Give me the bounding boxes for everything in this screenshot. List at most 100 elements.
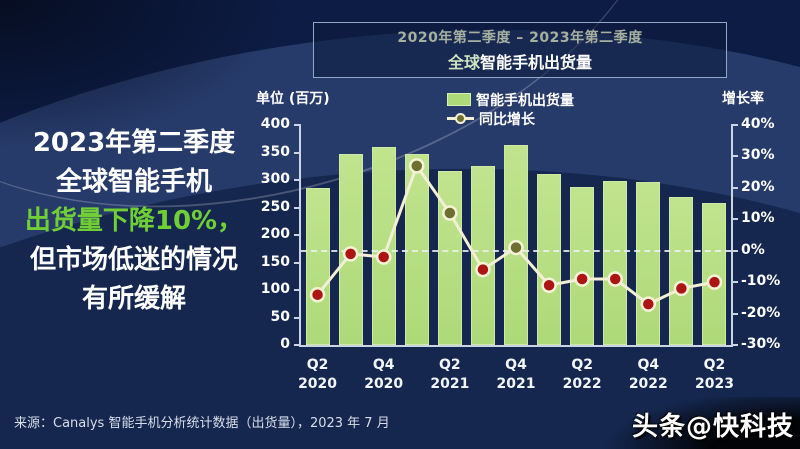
- chart-title-box: 2020年第二季度 – 2023年第二季度 全球智能手机出货量: [313, 22, 727, 78]
- x-axis-label-q4-2020: Q4 2020: [354, 356, 414, 394]
- right-axis-tick-mark: [731, 218, 738, 221]
- x-axis-labels: Q2 2020 Q4 2020 Q2 2021 Q4 2021 Q2 2022 Q4 2022 Q2 20…: [298, 352, 734, 394]
- plot-area: [294, 124, 738, 346]
- x-label-year: 2020: [298, 376, 338, 392]
- growth-line-layer: [309, 158, 723, 312]
- right-axis-tick--20: -20%: [741, 304, 781, 321]
- left-axis-tick-0: 0: [280, 336, 290, 352]
- left-axis-tick-150: 150: [260, 253, 290, 270]
- shipment-bar-q3-2022: [603, 181, 628, 345]
- left-axis-tick-mark: [294, 206, 301, 209]
- x-label-quarter: Q2: [571, 357, 593, 373]
- left-axis-tick-300: 300: [260, 171, 290, 187]
- growth-marker-q4-2022: [640, 296, 657, 312]
- x-axis-label-q4-2021: Q4 2021: [486, 356, 546, 394]
- headline-line: 有所缓解: [81, 284, 186, 314]
- right-axis-title: 增长率: [722, 91, 764, 107]
- x-label-quarter: Q4: [637, 357, 660, 373]
- growth-marker-q1-2021: [409, 158, 425, 174]
- right-axis-tick-labels: 40% 30% 20% 10% 0% -10% -20% -30%: [741, 116, 793, 352]
- shipment-bar-q2-2023: [702, 203, 727, 345]
- growth-marker-q4-2021: [508, 239, 524, 256]
- growth-marker-q1-2022: [541, 277, 557, 294]
- x-label-year: 2021: [430, 376, 470, 392]
- headline-line: 2023年第二季度: [32, 128, 236, 158]
- right-axis-tick-mark: [731, 344, 738, 346]
- left-axis-tick-200: 200: [260, 226, 290, 242]
- growth-marker-q3-2022: [607, 271, 623, 287]
- left-axis-tick-mark: [294, 316, 301, 319]
- shipment-bar-q2-2022: [570, 187, 595, 345]
- left-axis-unit-label: 单位 (百万): [256, 91, 330, 107]
- watermark-text: 头条@快科技: [631, 412, 794, 442]
- x-label-year: 2021: [496, 376, 536, 392]
- x-label-year: 2022: [562, 376, 602, 392]
- x-axis-line: [299, 345, 733, 347]
- x-label-quarter: Q2: [306, 357, 329, 373]
- right-axis-tick-mark: [731, 155, 738, 158]
- left-axis-tick-mark: [294, 261, 301, 264]
- legend-growth-label: 同比增长: [479, 111, 535, 128]
- x-label-quarter: Q4: [505, 357, 527, 373]
- x-axis-label-q2-2020: Q2 2020: [288, 356, 348, 394]
- x-label-year: 2020: [364, 376, 404, 392]
- chart-title-text: 智能手机出货量: [480, 53, 593, 72]
- shipment-bar-q4-2022: [636, 181, 661, 345]
- right-axis-tick--30: -30%: [741, 336, 781, 352]
- left-axis-tick-mark: [294, 234, 301, 236]
- shipment-bar-q1-2023: [669, 196, 694, 345]
- right-axis-line: [731, 125, 733, 346]
- left-axis-tick-mark: [294, 151, 301, 154]
- right-axis-tick-10: 10%: [741, 210, 775, 227]
- headline-line: 出货量下降10%，: [24, 206, 244, 236]
- right-axis-tick-0: 0%: [741, 241, 765, 258]
- chart-legend: 智能手机出货量 同比增长: [447, 90, 574, 128]
- chart-title: 全球智能手机出货量: [448, 49, 592, 73]
- x-axis-label-q2-2022: Q2 2022: [552, 356, 612, 394]
- left-axis-tick-mark: [294, 124, 301, 126]
- x-label-quarter: Q4: [372, 357, 395, 373]
- growth-marker-q2-2022: [574, 271, 590, 287]
- right-axis-tick-mark: [731, 124, 738, 126]
- x-axis-label-q2-2021: Q2 2021: [420, 356, 480, 394]
- headline-text-block: 2023年第二季度 全球智能手机出货量下降10%， 但市场低迷的情况 有所缓解: [8, 124, 260, 319]
- x-label-year: 2023: [694, 376, 734, 392]
- headline-line: 全球智能手机: [55, 167, 212, 197]
- left-axis-tick-mark: [294, 344, 301, 346]
- chart-title-prefix: 全球: [447, 53, 480, 72]
- x-axis-label-q4-2022: Q4 2022: [618, 356, 678, 394]
- line-legend-marker-icon: [447, 112, 474, 125]
- left-axis-tick-labels: 0 50 100 150 200 250 300 350 400: [248, 116, 290, 352]
- left-axis-tick-mark: [294, 289, 301, 291]
- left-axis-tick-100: 100: [260, 281, 290, 297]
- x-label-quarter: Q2: [703, 357, 726, 373]
- growth-marker-q2-2023: [706, 274, 723, 290]
- bar-legend-swatch-icon: [447, 93, 471, 106]
- left-axis-tick-250: 250: [260, 198, 290, 215]
- legend-shipments-label: 智能手机出货量: [476, 92, 574, 109]
- growth-marker-q3-2020: [342, 246, 359, 262]
- legend-item-growth: 同比增长: [447, 109, 574, 128]
- growth-marker-q1-2023: [673, 280, 690, 297]
- right-axis-tick-mark: [731, 281, 738, 284]
- headline-line: 但市场低迷的情况: [29, 245, 238, 275]
- shipment-bar-q1-2022: [537, 173, 562, 345]
- watermark-shade: [590, 397, 800, 449]
- x-label-year: 2022: [628, 376, 668, 392]
- source-attribution: 来源：Canalys 智能手机分析统计数据（出货量），2023 年 7 月: [14, 416, 390, 431]
- left-axis-tick-400: 400: [260, 116, 290, 132]
- left-axis-tick-350: 350: [260, 143, 290, 160]
- right-axis-tick-30: 30%: [741, 147, 775, 164]
- title-date-range: 2020年第二季度 – 2023年第二季度: [397, 30, 643, 46]
- right-axis-tick-mark: [731, 249, 738, 252]
- right-axis-tick-40: 40%: [741, 116, 775, 132]
- growth-marker-q2-2021: [442, 205, 458, 221]
- x-label-quarter: Q2: [439, 357, 461, 373]
- right-axis-tick--10: -10%: [741, 273, 781, 290]
- shipment-bar-q2-2020: [305, 188, 330, 345]
- growth-marker-q4-2020: [375, 249, 392, 265]
- growth-marker-q2-2020: [309, 286, 326, 303]
- left-axis-tick-50: 50: [270, 308, 290, 325]
- x-axis-label-q2-2023: Q2 2023: [684, 356, 744, 394]
- right-axis-tick-mark: [731, 186, 738, 189]
